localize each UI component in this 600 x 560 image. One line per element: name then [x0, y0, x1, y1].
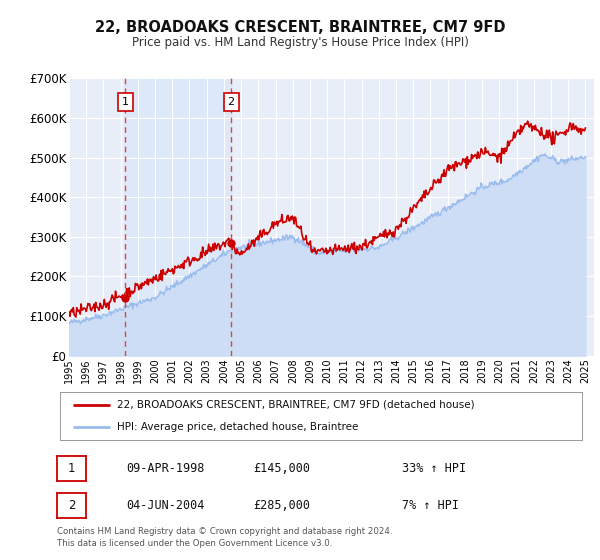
Text: Contains HM Land Registry data © Crown copyright and database right 2024.
This d: Contains HM Land Registry data © Crown c… — [57, 527, 392, 548]
Text: 22, BROADOAKS CRESCENT, BRAINTREE, CM7 9FD (detached house): 22, BROADOAKS CRESCENT, BRAINTREE, CM7 9… — [118, 400, 475, 410]
Text: £285,000: £285,000 — [254, 498, 311, 512]
Text: 1: 1 — [122, 97, 129, 107]
Text: 04-JUN-2004: 04-JUN-2004 — [126, 498, 205, 512]
Text: HPI: Average price, detached house, Braintree: HPI: Average price, detached house, Brai… — [118, 422, 359, 432]
Text: 2: 2 — [68, 498, 75, 512]
Text: 22, BROADOAKS CRESCENT, BRAINTREE, CM7 9FD: 22, BROADOAKS CRESCENT, BRAINTREE, CM7 9… — [95, 20, 505, 35]
Text: Price paid vs. HM Land Registry's House Price Index (HPI): Price paid vs. HM Land Registry's House … — [131, 36, 469, 49]
Text: 09-APR-1998: 09-APR-1998 — [126, 462, 205, 475]
Text: 2: 2 — [227, 97, 235, 107]
Text: 7% ↑ HPI: 7% ↑ HPI — [402, 498, 459, 512]
Bar — [125, 78, 231, 356]
Text: 1: 1 — [68, 462, 75, 475]
Text: £145,000: £145,000 — [254, 462, 311, 475]
Text: 33% ↑ HPI: 33% ↑ HPI — [402, 462, 466, 475]
